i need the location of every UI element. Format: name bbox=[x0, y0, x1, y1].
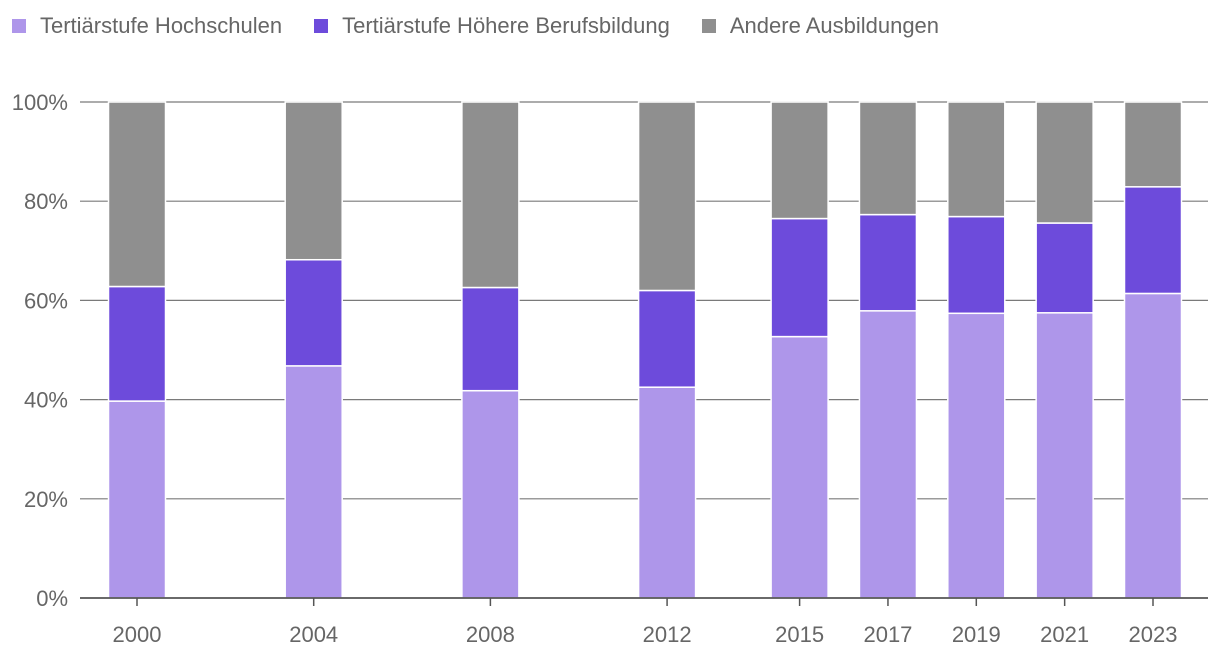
bar-segment-hoehere-berufsbildung bbox=[770, 217, 829, 338]
axes: 0% 20% 40% 60% 80% 100% 2000 2004 2008 2012 2015 20… bbox=[12, 90, 1208, 647]
legend-item-andere-ausbildungen[interactable]: Andere Ausbildungen bbox=[701, 13, 940, 39]
bar-segment-hoehere-berufsbildung bbox=[637, 289, 697, 388]
y-tick-label: 0% bbox=[36, 586, 68, 611]
bar-segment-hochschulen bbox=[858, 310, 918, 599]
bar-segment-hoehere-berufsbildung bbox=[284, 258, 343, 367]
legend-label-hochschulen: Tertiärstufe Hochschulen bbox=[40, 13, 283, 38]
y-tick-label: 20% bbox=[24, 487, 68, 512]
bar-segment-hoehere-berufsbildung bbox=[1035, 222, 1094, 314]
x-tick-label: 2000 bbox=[113, 622, 162, 647]
y-tick-label: 60% bbox=[24, 288, 68, 313]
bar-segment-andere-ausbildungen bbox=[461, 101, 520, 289]
legend-swatch-andere-ausbildungen bbox=[701, 19, 716, 33]
x-tick-label: 2019 bbox=[952, 622, 1001, 647]
bars bbox=[107, 101, 1183, 599]
bar-segment-hoehere-berufsbildung bbox=[1123, 186, 1183, 295]
bar-segment-andere-ausbildungen bbox=[858, 101, 918, 216]
bar-segment-hochschulen bbox=[770, 335, 829, 599]
x-tick-label: 2004 bbox=[289, 622, 338, 647]
bar-segment-andere-ausbildungen bbox=[947, 101, 1006, 218]
bar-segment-andere-ausbildungen bbox=[107, 101, 167, 288]
legend-label-hoehere-berufsbildung: Tertiärstufe Höhere Berufsbildung bbox=[342, 13, 670, 38]
y-tick-label: 100% bbox=[12, 90, 68, 115]
y-tick-label: 80% bbox=[24, 189, 68, 214]
bar-segment-andere-ausbildungen bbox=[770, 101, 829, 220]
bar-segment-andere-ausbildungen bbox=[1035, 101, 1094, 224]
legend-swatch-hoehere-berufsbildung bbox=[314, 19, 329, 33]
x-tick-label: 2021 bbox=[1040, 622, 1089, 647]
legend: Tertiärstufe Hochschulen Tertiärstufe Hö… bbox=[12, 12, 971, 40]
bar-segment-hochschulen bbox=[1123, 292, 1183, 599]
legend-label-andere-ausbildungen: Andere Ausbildungen bbox=[729, 13, 940, 38]
bar-segment-hoehere-berufsbildung bbox=[107, 285, 167, 402]
bar-segment-andere-ausbildungen bbox=[637, 101, 697, 292]
bar-segment-hochschulen bbox=[637, 386, 697, 599]
legend-item-hoehere-berufsbildung[interactable]: Tertiärstufe Höhere Berufsbildung bbox=[314, 13, 670, 39]
x-tick-label: 2008 bbox=[466, 622, 515, 647]
bar-segment-hoehere-berufsbildung bbox=[461, 286, 520, 392]
y-tick-label: 40% bbox=[24, 388, 68, 413]
x-tick-label: 2017 bbox=[863, 622, 912, 647]
bar-segment-andere-ausbildungen bbox=[1123, 101, 1183, 188]
bar-segment-hoehere-berufsbildung bbox=[858, 213, 918, 312]
bar-segment-hochschulen bbox=[461, 389, 520, 599]
bar-segment-andere-ausbildungen bbox=[284, 101, 343, 261]
x-tick-label: 2015 bbox=[775, 622, 824, 647]
x-tick-label: 2012 bbox=[643, 622, 692, 647]
legend-swatch-hochschulen bbox=[12, 19, 26, 33]
x-tick-label: 2023 bbox=[1129, 622, 1178, 647]
bar-segment-hochschulen bbox=[947, 312, 1006, 599]
legend-item-hochschulen[interactable]: Tertiärstufe Hochschulen bbox=[12, 13, 282, 39]
bar-segment-hochschulen bbox=[1035, 312, 1094, 599]
bar-segment-hochschulen bbox=[284, 365, 343, 599]
bar-segment-hochschulen bbox=[107, 400, 167, 599]
bar-segment-hoehere-berufsbildung bbox=[947, 215, 1006, 315]
